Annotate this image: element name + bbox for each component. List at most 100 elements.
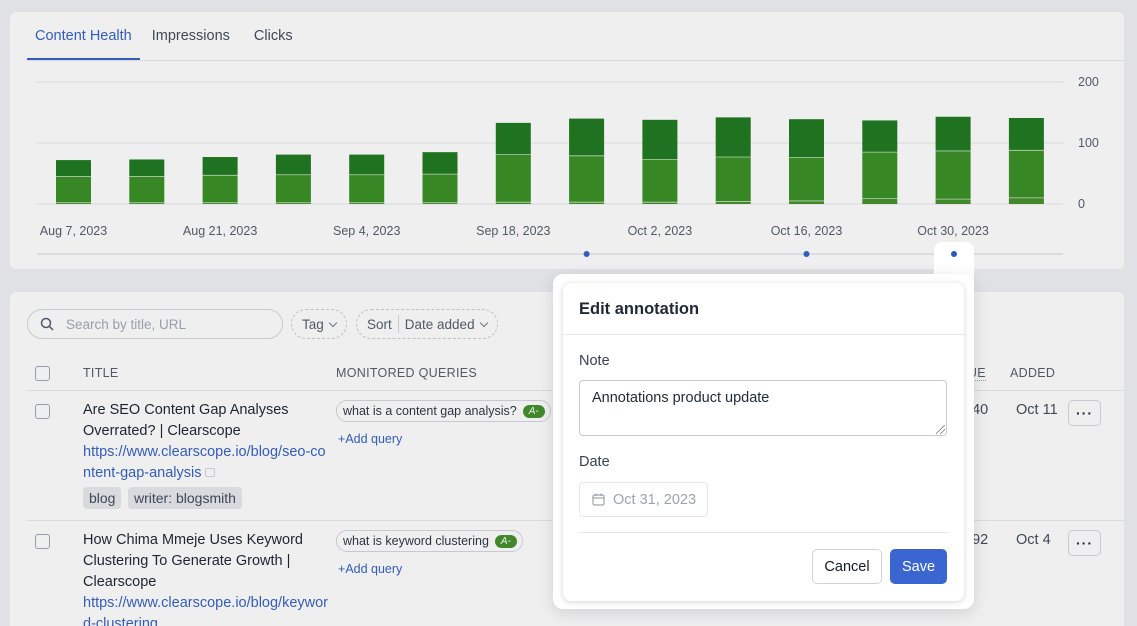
bar-segment xyxy=(862,198,898,204)
bar-segment xyxy=(642,119,678,160)
chart-card: Content Health Impressions Clicks 0 100 20… xyxy=(10,12,1124,269)
save-button[interactable]: Save xyxy=(890,549,947,584)
tab-impressions[interactable]: Impressions xyxy=(151,28,230,44)
bar-segment xyxy=(1008,117,1044,151)
lock-icon xyxy=(204,468,215,477)
x-tick-label: Aug 21, 2023 xyxy=(183,224,257,238)
add-query-link[interactable]: +Add query xyxy=(338,562,403,576)
annotation-marker[interactable] xyxy=(583,251,590,257)
date-value: Oct 31, 2023 xyxy=(613,491,697,508)
bar-segment xyxy=(129,159,165,177)
tabs-divider xyxy=(27,60,1124,61)
bar-segment xyxy=(789,119,824,158)
search-input[interactable] xyxy=(66,316,266,332)
query-text: what is keyword clustering xyxy=(343,534,489,548)
bar-segment xyxy=(495,202,531,204)
dialog-title: Edit annotation xyxy=(579,300,700,318)
bar-segment xyxy=(422,152,458,175)
tag-filter-label: Tag xyxy=(302,316,324,332)
date-label: Date xyxy=(579,454,610,470)
edit-annotation-dialog: Edit annotation Note Date Oct 31, 2023 C… xyxy=(563,283,964,601)
sort-value: Date added xyxy=(404,316,475,332)
resize-handle-icon[interactable] xyxy=(936,425,945,434)
calendar-icon xyxy=(592,493,605,506)
bar-segment xyxy=(202,175,238,203)
bar-segment xyxy=(789,157,824,201)
bar-segment xyxy=(715,157,751,202)
tab-content-health[interactable]: Content Health xyxy=(27,12,140,60)
x-tick-label: Oct 2, 2023 xyxy=(628,224,693,238)
bar-segment xyxy=(935,199,971,204)
tag-chip[interactable]: blog xyxy=(83,487,122,509)
bar-segment xyxy=(715,117,751,158)
bar-segment xyxy=(275,174,311,203)
chart-tabs: Content Health Impressions Clicks xyxy=(27,12,305,60)
dialog-divider xyxy=(563,334,964,335)
y-tick-label: 200 xyxy=(1078,75,1099,89)
bar-segment xyxy=(349,174,385,203)
bar-segment xyxy=(642,202,678,204)
bar-segment xyxy=(56,176,91,203)
bar-segment xyxy=(422,174,458,203)
row-title[interactable]: Are SEO Content Gap Analyses Overrated? … xyxy=(83,402,289,439)
row-more-button[interactable]: ··· xyxy=(1068,530,1101,556)
bar-segment xyxy=(935,150,971,200)
header-title[interactable]: TITLE xyxy=(83,366,119,380)
grade-badge: A- xyxy=(522,404,545,418)
row-checkbox[interactable] xyxy=(35,404,50,419)
annotation-marker[interactable] xyxy=(803,251,810,257)
note-textarea[interactable] xyxy=(579,380,947,436)
bar-segment xyxy=(349,202,385,204)
x-tick-label: Oct 16, 2023 xyxy=(771,224,843,238)
bar-segment xyxy=(202,157,238,176)
x-tick-label: Sep 4, 2023 xyxy=(333,224,400,238)
select-all-checkbox[interactable] xyxy=(35,366,50,381)
cancel-button[interactable]: Cancel xyxy=(812,549,882,584)
search-box[interactable] xyxy=(27,309,283,339)
note-label: Note xyxy=(579,353,610,369)
bar-segment xyxy=(129,176,165,203)
bar-segment xyxy=(1008,197,1044,204)
row-more-button[interactable]: ··· xyxy=(1068,400,1101,426)
query-chip[interactable]: what is a content gap analysis? A- xyxy=(336,400,551,422)
bar-segment xyxy=(202,202,238,204)
x-tick-label: Aug 7, 2023 xyxy=(40,224,107,238)
date-field[interactable]: Oct 31, 2023 xyxy=(579,482,708,517)
tag-filter[interactable]: Tag xyxy=(291,309,347,339)
bar-segment xyxy=(569,202,605,204)
header-monitored-queries[interactable]: MONITORED QUERIES xyxy=(336,366,477,380)
row-url[interactable]: https://www.clearscope.io/blog/seo-conte… xyxy=(83,442,328,484)
bar-segment xyxy=(495,122,531,155)
grade-badge: A- xyxy=(494,534,517,548)
y-tick-label: 100 xyxy=(1078,136,1099,150)
sort-divider xyxy=(397,315,399,333)
y-tick-label: 0 xyxy=(1078,197,1085,211)
bar-segment xyxy=(349,154,385,175)
add-query-label: Add query xyxy=(345,562,403,576)
bar-segment xyxy=(569,155,605,203)
added-cell: Oct 11 xyxy=(1016,402,1058,418)
query-chip[interactable]: what is keyword clustering A- xyxy=(336,530,523,552)
search-icon xyxy=(40,317,54,331)
tag-chip[interactable]: writer: blogsmith xyxy=(128,487,242,509)
x-tick-label: Oct 30, 2023 xyxy=(917,224,989,238)
bar-segment xyxy=(569,118,605,156)
dialog-footer-divider xyxy=(579,532,947,533)
row-checkbox[interactable] xyxy=(35,534,50,549)
tab-clicks[interactable]: Clicks xyxy=(253,28,293,44)
add-query-link[interactable]: +Add query xyxy=(338,432,403,446)
row-url[interactable]: https://www.clearscope.io/blog/keyword-c… xyxy=(83,595,328,626)
active-annotation-marker[interactable] xyxy=(948,248,960,260)
row-title[interactable]: How Chima Mmeje Uses Keyword Clustering … xyxy=(83,532,303,590)
bar-segment xyxy=(495,154,531,203)
bar-segment xyxy=(715,201,751,204)
sort-label: Sort xyxy=(367,316,392,332)
bar-segment xyxy=(862,152,898,199)
bar-segment xyxy=(642,159,678,203)
query-text: what is a content gap analysis? xyxy=(343,404,517,418)
sort-dropdown[interactable]: Sort Date added xyxy=(356,309,498,339)
bar-segment xyxy=(275,202,311,204)
row-url-text[interactable]: https://www.clearscope.io/blog/seo-conte… xyxy=(83,444,326,481)
header-added[interactable]: ADDED xyxy=(1010,366,1056,380)
bar-segment xyxy=(935,116,971,151)
